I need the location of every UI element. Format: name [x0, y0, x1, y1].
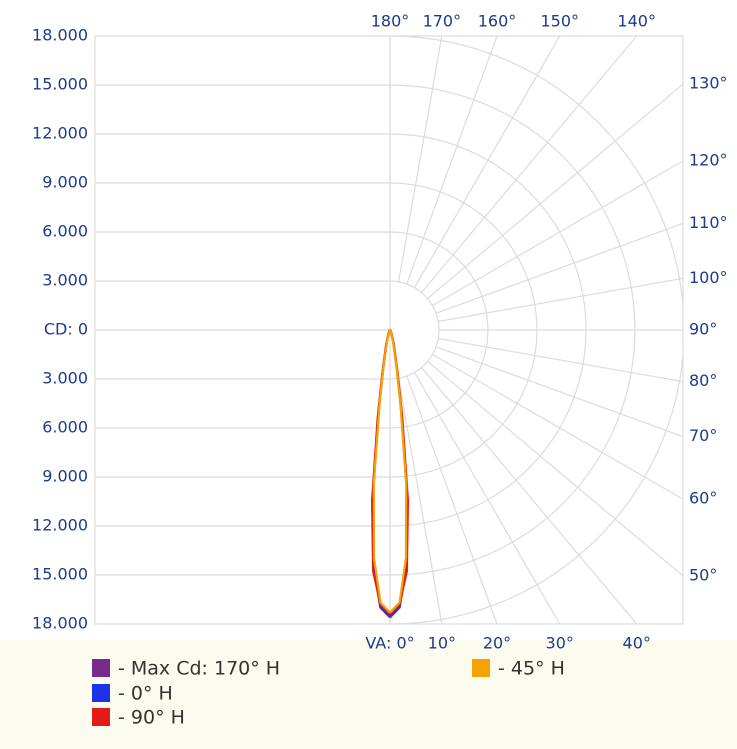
y-tick-label: 6.000 [42, 222, 88, 241]
radial-line [397, 36, 443, 282]
y-tick-label: 9.000 [42, 467, 88, 486]
angle-tick-label: 180° [371, 12, 410, 31]
y-tick-label: 12.000 [32, 124, 88, 143]
angle-tick-label: 130° [689, 74, 728, 93]
radial-line [435, 346, 683, 438]
legend-label: - 0° H [118, 683, 173, 705]
angle-tick-label: 150° [540, 12, 579, 31]
y-tick-label: 15.000 [32, 565, 88, 584]
legend-swatch [472, 659, 490, 677]
y-tick-label: 15.000 [32, 75, 88, 94]
y-tick-label: 3.000 [42, 369, 88, 388]
angle-tick-label: 110° [689, 213, 728, 232]
radial-line [427, 361, 683, 577]
radial-line [406, 375, 498, 624]
legend-swatch [92, 684, 110, 702]
y-tick-label: CD: 0 [44, 320, 88, 339]
y-tick-label: 18.000 [32, 26, 88, 45]
radial-line [435, 222, 683, 314]
angle-tick-label: VA: 0° [365, 634, 414, 653]
angle-tick-label: 50° [689, 565, 717, 584]
legend-label: - 90° H [118, 707, 185, 729]
angle-tick-label: 140° [617, 12, 656, 31]
radial-line [438, 277, 683, 323]
angle-tick-label: 90° [689, 320, 717, 339]
angle-tick-label: 60° [689, 489, 717, 508]
legend-swatch [92, 708, 110, 726]
angle-tick-label: 70° [689, 426, 717, 445]
radial-line [427, 83, 683, 299]
legend-swatch [92, 659, 110, 677]
grid-arc [389, 280, 440, 380]
angle-tick-label: 120° [689, 150, 728, 169]
grid-arc [389, 36, 683, 624]
angle-tick-label: 10° [428, 634, 456, 653]
radial-line [413, 372, 561, 624]
legend-label: - 45° H [498, 658, 565, 680]
radial-line [413, 36, 561, 288]
radial-line [438, 337, 683, 383]
radial-line [421, 367, 638, 624]
legend-label: - Max Cd: 170° H [118, 658, 280, 680]
y-tick-label: 3.000 [42, 271, 88, 290]
radial-line [432, 353, 683, 500]
grid [95, 36, 683, 624]
radial-line [406, 36, 498, 285]
radial-line [432, 160, 683, 307]
angle-tick-label: 170° [423, 12, 462, 31]
y-tick-label: 6.000 [42, 418, 88, 437]
radial-line [397, 378, 443, 624]
y-tick-label: 12.000 [32, 516, 88, 535]
curves [370, 329, 410, 619]
angle-tick-label: 100° [689, 268, 728, 287]
angle-tick-label: 20° [483, 634, 511, 653]
angle-tick-label: 30° [546, 634, 574, 653]
y-tick-label: 18.000 [32, 614, 88, 633]
angle-tick-label: 160° [478, 12, 517, 31]
y-tick-label: 9.000 [42, 173, 88, 192]
radial-line [421, 36, 638, 293]
angle-tick-label: 40° [623, 634, 651, 653]
series-line [372, 329, 391, 614]
legend-background [0, 640, 737, 749]
angle-tick-label: 80° [689, 371, 717, 390]
